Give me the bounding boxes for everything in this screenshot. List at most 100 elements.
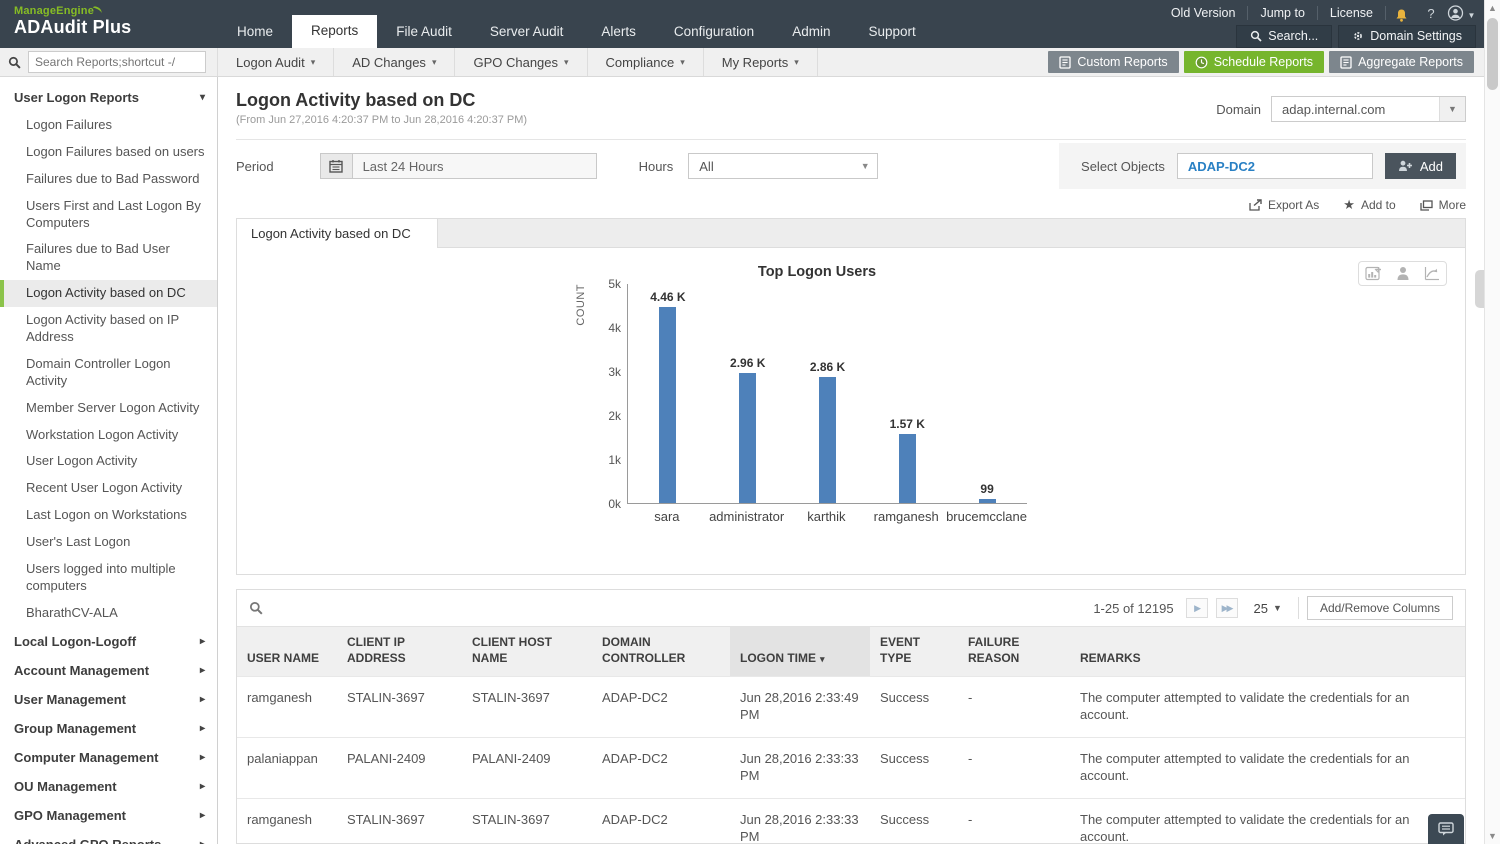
sidebar-item-logon-activity-based-on-ip-address[interactable]: Logon Activity based on IP Address [26, 312, 179, 345]
sidebar-item-member-server-logon-activity[interactable]: Member Server Logon Activity [26, 399, 200, 415]
add-object-button[interactable]: Add [1384, 153, 1456, 179]
aggregate-reports-button[interactable]: Aggregate Reports [1329, 51, 1474, 73]
manageengine-logo: ManageEngine [14, 5, 218, 17]
sidebar-section-local-logon-logoff[interactable]: Local Logon-Logoff ▸ [14, 633, 205, 649]
menu-logon-audit[interactable]: Logon Audit ▾ [218, 48, 335, 76]
sidebar-item-workstation-logon-activity[interactable]: Workstation Logon Activity [26, 426, 179, 442]
next-page-button[interactable]: ▶ [1185, 598, 1208, 618]
domain-select[interactable]: adap.internal.com ▼ [1271, 96, 1466, 122]
menu-my-reports[interactable]: My Reports ▾ [704, 48, 818, 76]
sidebar-section-ou-management[interactable]: OU Management ▸ [14, 778, 205, 794]
column-header-logon-time[interactable]: LOGON TIME ▾ [730, 625, 870, 677]
add-to-link[interactable]: ★ Add to [1343, 197, 1396, 212]
sidebar-item-failures-due-to-bad-user-name[interactable]: Failures due to Bad User Name [26, 241, 170, 274]
gear-icon [1352, 30, 1364, 42]
bar-administrator[interactable] [739, 373, 757, 503]
sidebar-item-logon-activity-based-on-dc[interactable]: Logon Activity based on DC [0, 280, 217, 308]
bar-karthik[interactable] [818, 377, 836, 503]
bar-chart: COUNT 5k 4k 3k 2k 1k 0k 4.46 K 2.96 K 2.86 K 1.5… [575, 277, 1465, 511]
domain-settings-button[interactable]: Domain Settings [1338, 25, 1476, 48]
period-input[interactable] [351, 153, 597, 179]
sidebar-item-logon-failures[interactable]: Logon Failures [26, 117, 112, 132]
chat-support-button[interactable] [1428, 814, 1464, 844]
page-size-select[interactable]: 25 ▼ [1253, 600, 1282, 616]
more-link[interactable]: More [1420, 198, 1466, 212]
sidebar-section-advanced-gpo-reports[interactable]: Advanced GPO Reports▸ [0, 830, 217, 844]
column-header-failure-reason[interactable]: FAILURE REASON [958, 625, 1070, 677]
column-header-event-type[interactable]: EVENT TYPE [870, 625, 958, 677]
notification-bell-icon[interactable] [1386, 4, 1416, 23]
global-search-button[interactable]: Search... [1236, 25, 1333, 48]
sidebar-item-bharathcv-ala[interactable]: BharathCV-ALA [26, 604, 118, 620]
sidebar-item-failures-due-to-bad-password[interactable]: Failures due to Bad Password [26, 170, 200, 186]
menu-gpo-changes[interactable]: GPO Changes ▾ [455, 48, 588, 76]
column-header-domain-controller[interactable]: DOMAIN CONTROLLER [592, 625, 730, 677]
sidebar-section-group-management[interactable]: Group Management ▸ [14, 720, 205, 736]
tab-logon-activity-based-on-dc[interactable]: Logon Activity based on DC [237, 219, 438, 248]
sidebar-item-last-logon-on-workstations[interactable]: Last Logon on Workstations [26, 507, 187, 523]
nav-tab-configuration[interactable]: Configuration [673, 24, 755, 39]
nav-tab-support[interactable]: Support [868, 24, 916, 39]
help-icon[interactable]: ? [1427, 5, 1435, 21]
sidebar-section-user-logon-reports[interactable]: User Logon Reports ▾ [14, 90, 205, 105]
table-row[interactable]: ramganesh STALIN-3697 STALIN-3697 ADAP-DC2 J… [237, 676, 1465, 738]
nav-tab-alerts[interactable]: Alerts [601, 24, 636, 39]
schedule-reports-button[interactable]: Schedule Reports [1183, 51, 1325, 73]
chart-type-add-icon[interactable] [1365, 266, 1382, 281]
sidebar-item-user-s-last-logon[interactable]: User's Last Logon [26, 534, 131, 550]
sidebar-section-gpo-management[interactable]: GPO Management ▸ [14, 807, 205, 823]
vertical-scrollbar[interactable]: ▲ ▼ [1484, 0, 1500, 844]
sidebar-item-user-logon-activity[interactable]: User Logon Activity [26, 453, 138, 469]
scrollbar-thumb[interactable] [1487, 18, 1498, 90]
export-as-link[interactable]: Export As [1249, 198, 1319, 212]
column-header-client-ip-address[interactable]: CLIENT IP ADDRESS [337, 625, 462, 677]
column-header-user-name[interactable]: USER NAME [237, 625, 337, 677]
bar-ramganesh[interactable] [898, 434, 916, 503]
top-link-old-version[interactable]: Old Version [1159, 6, 1249, 20]
caret-down-icon: ▾ [680, 56, 685, 67]
nav-tab-server-audit[interactable]: Server Audit [489, 24, 564, 39]
caret-down-icon: ▾ [431, 56, 437, 67]
top-link-license[interactable]: License [1318, 6, 1386, 20]
column-header-client-host-name[interactable]: CLIENT HOST NAME [462, 625, 592, 677]
sidebar-section-user-management[interactable]: User Management ▸ [14, 691, 205, 707]
user-chart-icon[interactable] [1396, 266, 1410, 281]
chart-refresh-icon[interactable] [1424, 266, 1440, 281]
nav-tab-reports[interactable]: Reports [292, 15, 378, 48]
last-page-button[interactable]: ▶▶ [1215, 598, 1238, 618]
scroll-down-arrow[interactable]: ▼ [1488, 831, 1497, 841]
sidebar-collapse-handle[interactable] [1475, 270, 1484, 308]
caret-right-icon: ▸ [199, 751, 205, 763]
table-row[interactable]: palaniappan PALANI-2409 PALANI-2409 ADAP-DC… [237, 737, 1465, 799]
column-header-remarks[interactable]: REMARKS [1070, 625, 1465, 677]
nav-tab-file-audit[interactable]: File Audit [396, 24, 452, 39]
sidebar-item-users-logged-into-multiple-computers[interactable]: Users logged into multiple computers [26, 561, 176, 593]
menu-ad-changes[interactable]: AD Changes ▾ [334, 48, 456, 76]
nav-tab-admin[interactable]: Admin [792, 24, 831, 39]
avatar-icon[interactable]: ▼ [1446, 5, 1476, 21]
calendar-icon[interactable] [319, 153, 352, 179]
search-icon[interactable] [0, 56, 28, 69]
sidebar-section-computer-management[interactable]: Computer Management ▸ [14, 749, 205, 765]
nav-tab-home[interactable]: Home [237, 24, 274, 39]
menu-compliance[interactable]: Compliance ▾ [588, 48, 704, 76]
table-search-icon[interactable] [249, 601, 263, 615]
brand-logo[interactable]: ManageEngine ADAudit Plus [0, 0, 218, 48]
add-remove-columns-button[interactable]: Add/Remove Columns [1306, 596, 1453, 620]
report-search-input[interactable] [28, 51, 206, 73]
top-link-jump-to[interactable]: Jump to [1248, 6, 1318, 20]
bar-sara[interactable] [659, 307, 677, 503]
table-row[interactable]: ramganesh STALIN-3697 STALIN-3697 ADAP-DC2 J… [237, 797, 1465, 843]
sidebar-item-domain-controller-logon-activity[interactable]: Domain Controller Logon Activity [26, 355, 171, 388]
hours-select[interactable]: All ▼ [688, 153, 879, 179]
sidebar-item-users-first-and-last-logon-by-computers[interactable]: Users First and Last Logon By Computers [26, 197, 201, 230]
sidebar-item-recent-user-logon-activity[interactable]: Recent User Logon Activity [26, 480, 183, 496]
x-tick-label: brucemcclane [946, 509, 1027, 524]
select-objects-input[interactable] [1176, 153, 1373, 179]
sidebar-section-account-management[interactable]: Account Management ▸ [14, 662, 205, 678]
custom-reports-button[interactable]: Custom Reports [1048, 51, 1179, 73]
scroll-up-arrow[interactable]: ▲ [1488, 3, 1497, 13]
bar-brucemcclane[interactable] [978, 499, 996, 503]
sidebar-item-logon-failures-based-on-users[interactable]: Logon Failures based on users [26, 143, 205, 159]
